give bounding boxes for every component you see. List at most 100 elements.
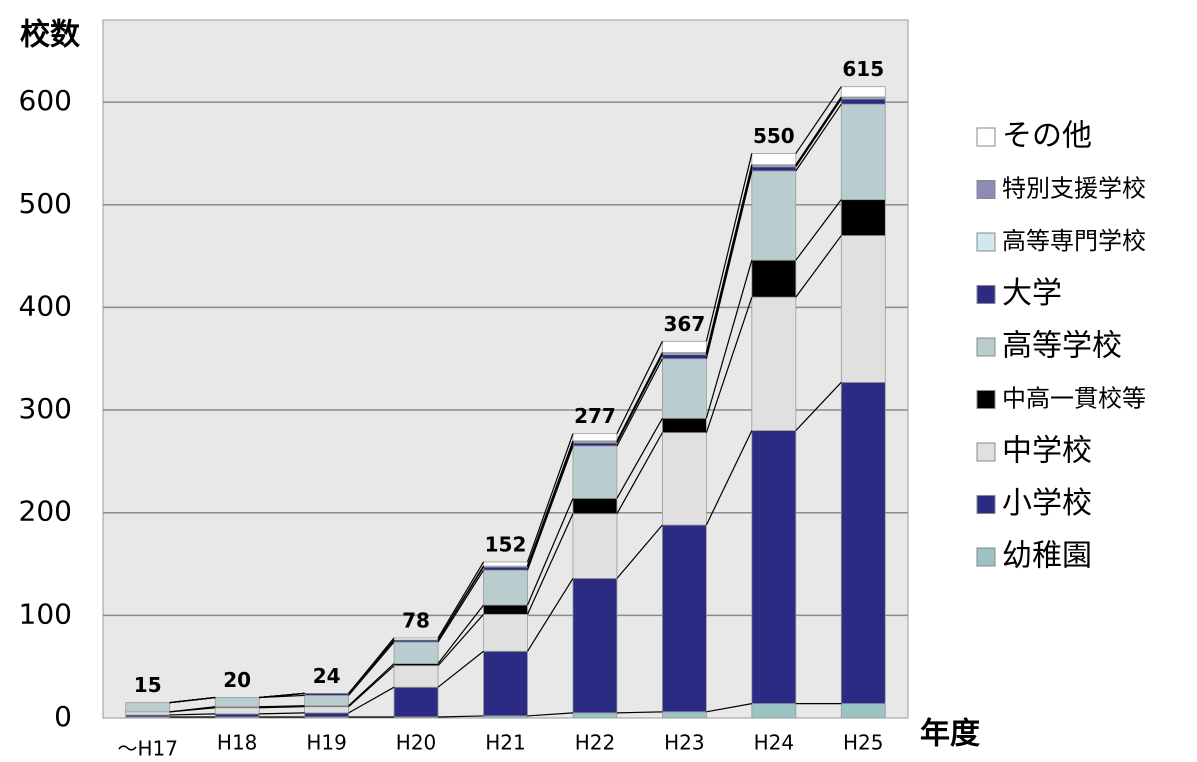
bar-segment [304, 695, 350, 707]
bar-segment [840, 199, 886, 236]
bar-segment [661, 340, 707, 353]
bar-segment [840, 98, 886, 105]
bar-segment [304, 692, 350, 696]
legend-swatch [976, 232, 996, 252]
connector-line [616, 524, 663, 579]
bar-segment [125, 702, 171, 713]
connector-line [795, 86, 842, 154]
bar-segment [483, 566, 528, 571]
bar-segment [751, 430, 797, 705]
bar-segment [572, 712, 618, 719]
legend-swatch [976, 127, 996, 147]
connector-line [259, 712, 305, 715]
bar-segment [214, 707, 260, 715]
y-axis-title: 校数 [20, 18, 81, 53]
bar-segment [214, 697, 260, 708]
bar-segment [393, 637, 439, 641]
connector-line [706, 703, 752, 713]
connector-line [526, 440, 574, 567]
connector-line [437, 650, 484, 688]
bar-segment [483, 613, 528, 652]
connector-line [437, 613, 484, 667]
x-tick-label: H21 [485, 731, 526, 755]
total-label: 615 [842, 57, 884, 81]
connector-line [438, 715, 484, 718]
x-tick-label: H23 [664, 731, 705, 755]
bar-segment [661, 711, 707, 719]
bar-segment [393, 665, 439, 688]
bar-segment [304, 712, 350, 718]
connector-line [527, 712, 573, 717]
bar-segment [840, 235, 886, 383]
connector-line [526, 513, 574, 615]
x-tick-label: ～H17 [117, 737, 178, 761]
connector-line [705, 296, 753, 433]
bar-segment [572, 497, 618, 515]
connector-line [259, 692, 305, 699]
bar-segment [125, 711, 171, 716]
bar-segment [840, 103, 886, 201]
connector-line [437, 604, 484, 664]
bar-segment [483, 561, 528, 567]
connector-line [259, 705, 305, 708]
connector-line [705, 260, 753, 419]
bar-segment [751, 703, 797, 719]
bar-segment [393, 641, 439, 664]
bar-segment [840, 86, 886, 98]
connector-line [705, 170, 753, 359]
connector-line [526, 578, 574, 652]
x-tick-label: H18 [217, 731, 258, 755]
bar-segment [751, 166, 797, 172]
connector-line [616, 432, 663, 515]
bar-segment [661, 358, 707, 419]
legend-swatch [976, 285, 996, 304]
legend-label: 中学校 [1002, 434, 1092, 469]
connector-line [437, 561, 485, 639]
total-label: 277 [574, 404, 616, 428]
bar-segment [483, 569, 528, 606]
connector-line [348, 663, 395, 707]
connector-line [348, 641, 395, 696]
connector-line [169, 706, 216, 713]
legend-label: 高等専門学校 [1002, 227, 1146, 255]
bar-segment [572, 513, 618, 579]
bar-segment [572, 445, 618, 499]
connector-line [437, 569, 485, 643]
connector-line [437, 565, 485, 641]
connector-line [616, 341, 663, 434]
connector-line [169, 696, 216, 704]
x-tick-label: H19 [306, 731, 347, 755]
connector-line [169, 713, 216, 716]
connector-line [705, 164, 753, 353]
legend-swatch [976, 337, 996, 357]
total-label: 78 [402, 608, 430, 632]
total-label: 367 [664, 312, 706, 336]
x-tick-label: H25 [843, 731, 884, 755]
bar-segment [751, 259, 797, 298]
connector-line [705, 153, 753, 342]
legend-label: 大学 [1002, 276, 1062, 311]
y-tick-label: 0 [54, 700, 72, 733]
bar-segment [751, 170, 797, 261]
x-tick-label: H20 [396, 731, 437, 755]
bar-segment [572, 442, 618, 447]
bar-segment [572, 578, 618, 714]
legend-label: 幼稚園 [1002, 539, 1092, 574]
legend-swatch [976, 547, 996, 567]
connector-line [795, 235, 842, 298]
legend-label: 中高一貫校等 [1002, 385, 1146, 413]
bar-segment [661, 524, 707, 713]
bar-segment [751, 296, 797, 431]
bar-segment [572, 433, 618, 442]
connector-line [348, 665, 395, 708]
y-tick-label: 500 [19, 187, 72, 220]
connector-line [348, 637, 395, 694]
bar-segment [393, 686, 439, 718]
x-tick-label: H22 [575, 731, 616, 755]
bar-segment [840, 381, 886, 705]
connector-line [616, 358, 663, 447]
connector-line [616, 711, 663, 714]
y-tick-label: 100 [19, 597, 72, 630]
bar-segment [751, 153, 797, 166]
